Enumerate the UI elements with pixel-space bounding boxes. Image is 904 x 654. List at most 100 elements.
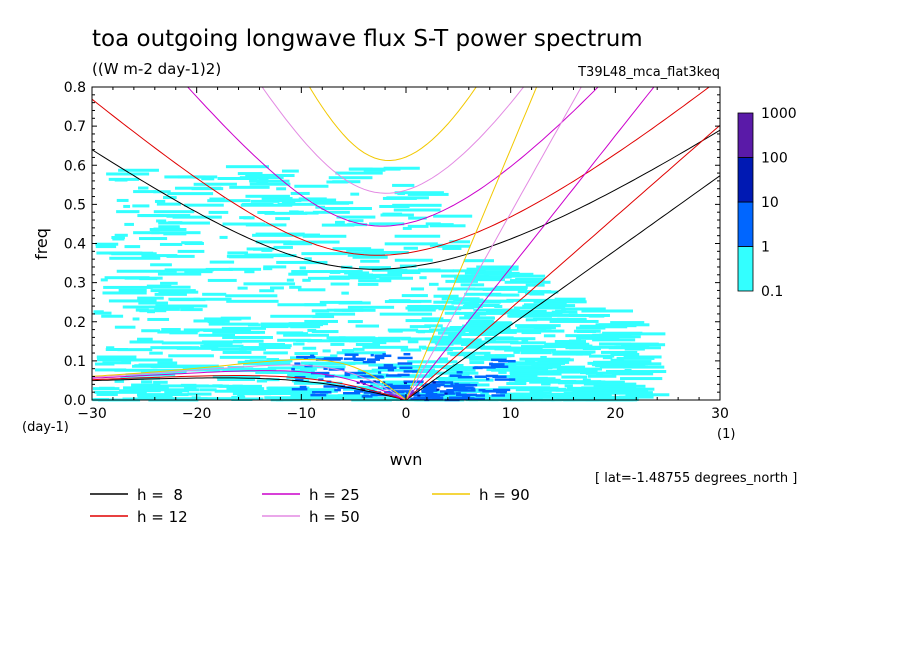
heat-cell — [544, 342, 590, 346]
heat-cell — [353, 358, 364, 362]
heat-cell — [582, 347, 601, 351]
heat-cell — [232, 392, 271, 396]
heat-cell — [575, 326, 606, 330]
heat-cell — [409, 325, 431, 329]
heat-cell — [161, 328, 181, 332]
heat-cell — [593, 384, 646, 388]
heat-cell — [425, 392, 438, 396]
heat-cell — [457, 375, 473, 379]
heat-cell — [294, 362, 301, 365]
heat-cell — [469, 397, 475, 400]
heat-cell — [448, 332, 498, 336]
heat-cell — [533, 326, 556, 330]
kelvin-wave-curve — [405, 87, 582, 400]
heat-cell — [463, 355, 507, 359]
y-axis: 0.0 0.1 0.2 0.3 0.4 0.5 0.6 0.7 0.8 — [64, 80, 720, 409]
heat-cell — [167, 192, 214, 196]
heat-cell — [137, 337, 153, 341]
heat-cell — [299, 266, 306, 270]
heat-cell — [118, 168, 159, 172]
heat-cell — [224, 367, 277, 371]
heat-cell — [387, 271, 421, 275]
heat-cell — [606, 365, 625, 369]
heat-cell — [620, 332, 666, 336]
colorbar: 0.1 1 10 100 1000 — [737, 106, 797, 300]
heat-cell — [137, 296, 164, 300]
heat-cell — [153, 210, 195, 214]
heat-cell — [576, 380, 594, 384]
heat-cell — [508, 378, 545, 382]
heat-cell — [225, 165, 270, 169]
heat-cell — [386, 196, 429, 200]
heat-cell — [106, 172, 150, 176]
y-tick-label: 0.4 — [64, 237, 86, 253]
heat-cell — [433, 294, 459, 298]
heat-cell — [252, 233, 294, 237]
heat-cell — [268, 386, 310, 390]
heat-cell — [549, 365, 586, 369]
heat-cell — [499, 389, 508, 393]
heat-cell — [95, 368, 127, 372]
heat-cell — [269, 286, 284, 290]
heat-cell — [554, 297, 586, 301]
y-axis-label: freq — [32, 228, 51, 260]
heat-cell — [466, 322, 513, 326]
heat-cell — [239, 216, 251, 220]
heat-cell — [491, 394, 506, 397]
heat-cell — [611, 372, 654, 376]
heat-cell — [425, 398, 444, 401]
heat-cell — [124, 245, 141, 249]
heat-cell — [509, 376, 540, 380]
heat-cell — [543, 334, 556, 338]
heat-cell — [516, 325, 540, 329]
y-tick-label: 0.8 — [64, 80, 86, 96]
heat-cell — [168, 389, 190, 393]
heat-cell — [437, 331, 466, 335]
heat-cell — [599, 333, 632, 337]
heat-cell — [344, 373, 351, 377]
heat-cell — [278, 199, 302, 203]
heat-cell — [289, 210, 299, 214]
heat-cell — [407, 308, 436, 312]
kelvin-wave-curve — [405, 87, 655, 400]
heat-cell — [139, 277, 158, 281]
inertio-gravity-curve — [92, 129, 720, 270]
heat-cell — [228, 255, 274, 259]
heat-cell — [456, 371, 463, 374]
heat-cell — [366, 396, 374, 400]
heat-cell — [181, 241, 203, 245]
heat-cell — [201, 177, 215, 181]
rossby-wave-curve — [92, 370, 407, 400]
heat-cell — [138, 363, 177, 367]
heat-cell — [455, 384, 461, 387]
heat-cell — [500, 392, 527, 396]
heat-cell — [515, 381, 527, 385]
heat-cell — [150, 263, 172, 267]
heat-cell — [352, 273, 403, 277]
heat-cell — [380, 213, 414, 217]
heat-cell — [498, 359, 516, 363]
heat-cell — [114, 379, 125, 383]
heat-cell — [455, 393, 478, 397]
rossby-wave-curve — [92, 359, 407, 400]
heat-cell — [605, 395, 624, 399]
heat-cell — [222, 350, 252, 354]
heat-cell — [377, 371, 382, 374]
lat-note: [ lat=-1.48755 degrees_north ] — [595, 471, 797, 486]
heat-cell — [428, 282, 439, 286]
heat-cell — [410, 397, 420, 401]
heat-cell — [214, 389, 259, 393]
heat-cell — [342, 391, 361, 395]
heat-cell — [474, 396, 513, 400]
heat-cell — [329, 270, 341, 274]
heat-cell — [157, 361, 178, 365]
heat-cell — [106, 346, 115, 350]
heat-cell — [259, 289, 275, 293]
heat-cell — [458, 389, 476, 392]
heat-cell — [355, 324, 380, 328]
heat-cell — [190, 384, 229, 388]
heat-cell — [255, 240, 292, 244]
heat-cell — [348, 219, 364, 223]
heat-cell — [147, 310, 155, 314]
colorbar-label: 0.1 — [761, 284, 783, 300]
